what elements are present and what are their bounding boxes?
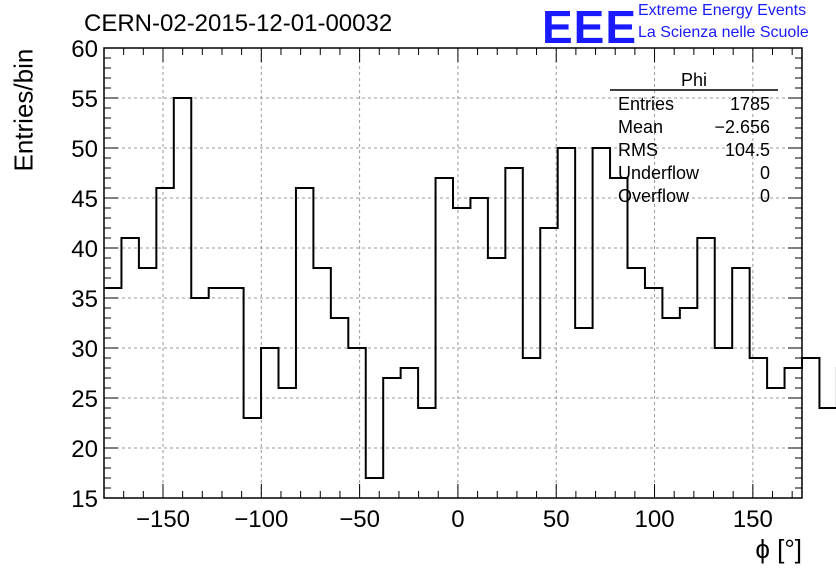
histogram-bin	[121, 238, 138, 498]
y-tick-label: 35	[71, 286, 98, 313]
stats-row-label: Overflow	[618, 186, 690, 206]
histogram-bin	[436, 178, 453, 498]
histogram-bin	[279, 388, 296, 498]
y-tick-label: 45	[71, 186, 98, 213]
histogram-outline	[104, 97, 836, 479]
x-axis-label: ϕ [°]	[755, 534, 802, 564]
stats-row-value: 0	[760, 186, 770, 206]
x-tick-label: 50	[543, 506, 570, 533]
logo-line-2: La Scienza nelle Scuole	[638, 24, 809, 41]
histogram-bin	[156, 188, 173, 498]
histogram-bin	[575, 328, 592, 498]
histogram-bin	[331, 318, 348, 498]
y-tick-label: 50	[71, 136, 98, 163]
histogram-bin	[610, 178, 627, 498]
histogram-bin	[383, 378, 400, 498]
histogram-bin	[540, 228, 557, 498]
histogram-bin	[261, 348, 278, 498]
stats-row-value: 104.5	[725, 140, 770, 160]
histogram-bin	[645, 288, 662, 498]
y-axis-label: Entries/bin	[8, 48, 39, 172]
x-tick-label: −50	[339, 506, 380, 533]
histogram-bin	[558, 148, 575, 498]
histogram-bin	[628, 268, 645, 498]
histogram-bin	[366, 478, 383, 498]
stats-row-label: Mean	[618, 117, 663, 137]
histogram-bin	[715, 348, 732, 498]
histogram-bin	[418, 408, 435, 498]
histogram-bin	[453, 208, 470, 498]
histogram-bin	[401, 368, 418, 498]
x-tick-label: 100	[635, 506, 675, 533]
x-tick-label: −100	[234, 506, 288, 533]
histogram-bin	[244, 418, 261, 498]
x-tick-label: −150	[136, 506, 190, 533]
histogram-bin	[593, 148, 610, 498]
histogram-bin	[104, 288, 121, 498]
y-tick-label: 25	[71, 386, 98, 413]
histogram-bin	[296, 188, 313, 498]
logo-line-1: Extreme Energy Events	[638, 2, 807, 19]
histogram-bin	[750, 358, 767, 498]
x-tick-label: 0	[451, 506, 464, 533]
eee-logo: EEE	[542, 1, 638, 53]
y-tick-label: 15	[71, 486, 98, 513]
histogram-bin	[488, 258, 505, 498]
stats-box-name: Phi	[681, 70, 707, 90]
histogram-bin	[523, 358, 540, 498]
histogram-bin	[767, 388, 784, 498]
chart-title: CERN-02-2015-12-01-00032	[84, 10, 393, 37]
histogram-bin	[732, 268, 749, 498]
histogram-bin	[662, 318, 679, 498]
stats-row-value: 1785	[730, 94, 770, 114]
histogram-bin	[209, 288, 226, 498]
stats-row-label: Entries	[618, 94, 674, 114]
histogram-bin	[226, 288, 243, 498]
stats-row-label: RMS	[618, 140, 658, 160]
plot-frame	[103, 47, 803, 499]
stats-row-value: 0	[760, 163, 770, 183]
histogram-bin	[697, 238, 714, 498]
y-tick-label: 40	[71, 236, 98, 263]
stats-row-label: Underflow	[618, 163, 700, 183]
y-tick-label: 20	[71, 436, 98, 463]
histogram-bin	[802, 358, 819, 498]
histogram-bin	[819, 408, 836, 498]
histogram-bin	[680, 308, 697, 498]
histogram-bin	[313, 268, 330, 498]
y-tick-label: 55	[71, 86, 98, 113]
histogram-bin	[348, 348, 365, 498]
y-tick-label: 60	[71, 36, 98, 63]
histogram-bin	[139, 268, 156, 498]
histogram-bin	[470, 198, 487, 498]
stats-row-value: −2.656	[714, 117, 770, 137]
x-tick-label: 150	[733, 506, 773, 533]
y-tick-label: 30	[71, 336, 98, 363]
